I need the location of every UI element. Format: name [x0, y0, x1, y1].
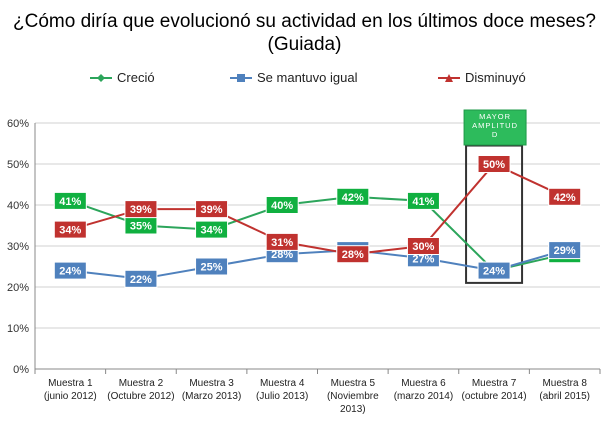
data-point-igual [477, 261, 511, 280]
data-point-crecio [53, 191, 87, 210]
chart-title-line1: ¿Cómo diría que evolucionó su actividad … [13, 11, 596, 32]
legend-marker-disminuyo [438, 73, 460, 82]
data-label-crecio: 41% [59, 196, 81, 208]
data-label-disminuyo: 42% [554, 192, 576, 204]
data-label-disminuyo: 28% [342, 249, 364, 261]
legend: Creció Se mantuvo igual Disminuyó [0, 70, 609, 90]
chart-title-line2: (Guiada) [267, 34, 342, 55]
data-point-disminuyo [53, 220, 87, 239]
annotation-text: MAYOR [479, 112, 511, 121]
x-tick-label: (marzo 2014) [394, 391, 453, 402]
data-label-crecio: 41% [412, 196, 434, 208]
x-tick-label: (octubre 2014) [462, 391, 527, 402]
x-tick-label: (Marzo 2013) [182, 391, 241, 402]
data-label-disminuyo: 50% [483, 159, 505, 171]
y-tick-label: 20% [7, 282, 29, 294]
data-label-disminuyo: 30% [412, 241, 434, 253]
x-tick-label: Muestra 8 [542, 378, 587, 389]
data-label-disminuyo: 39% [201, 204, 223, 216]
legend-marker-igual [230, 73, 252, 82]
annotation-badge [463, 109, 527, 146]
y-tick-label: 30% [7, 241, 29, 253]
data-label-igual: 24% [59, 266, 81, 278]
x-tick-label: Muestra 3 [189, 378, 234, 389]
data-label-igual: 24% [483, 266, 505, 278]
x-tick-label: (junio 2012) [44, 391, 97, 402]
y-tick-label: 60% [7, 118, 29, 130]
data-point-igual [53, 261, 87, 280]
data-point-crecio [265, 196, 299, 214]
data-point-disminuyo [406, 237, 440, 255]
data-label-igual: 27% [412, 253, 434, 265]
y-tick-label: 10% [7, 323, 29, 335]
data-point-crecio [195, 220, 229, 239]
chart-title: ¿Cómo diría que evolucionó su actividad … [0, 10, 609, 56]
data-label-igual: 25% [201, 262, 223, 274]
x-tick-label: (abril 2015) [539, 391, 590, 402]
data-label-crecio: 35% [130, 221, 152, 233]
x-tick-label: Muestra 2 [119, 378, 164, 389]
data-point-disminuyo [265, 232, 299, 251]
data-label-igual: 29% [554, 245, 576, 257]
legend-item-disminuyo: Disminuyó [438, 70, 526, 85]
x-tick-label: (Julio 2013) [256, 391, 308, 402]
data-point-igual [548, 241, 582, 260]
data-label-igual: 22% [130, 274, 152, 286]
legend-label-crecio: Creció [117, 70, 155, 85]
x-tick-label: 2013) [340, 404, 366, 415]
data-label-disminuyo: 34% [59, 225, 81, 237]
data-point-disminuyo [548, 187, 582, 206]
y-tick-label: 50% [7, 159, 29, 171]
data-label-crecio: 42% [342, 192, 364, 204]
highlight-box [465, 144, 524, 284]
legend-label-disminuyo: Disminuyó [465, 70, 526, 85]
legend-marker-crecio [90, 73, 112, 82]
data-point-disminuyo [336, 245, 370, 264]
y-tick-label: 40% [7, 200, 29, 212]
x-tick-label: (Octubre 2012) [107, 391, 174, 402]
data-point-crecio [336, 187, 370, 206]
x-tick-label: Muestra 7 [472, 378, 517, 389]
data-label-disminuyo: 31% [271, 237, 293, 249]
legend-item-igual: Se mantuvo igual [230, 70, 357, 85]
data-label-disminuyo: 39% [130, 204, 152, 216]
data-point-disminuyo [195, 200, 229, 219]
annotation-text: D [492, 130, 498, 139]
x-tick-label: Muestra 6 [401, 378, 446, 389]
legend-item-crecio: Creció [90, 70, 155, 85]
y-tick-label: 0% [13, 364, 29, 376]
annotation-text: AMPLITUD [472, 121, 518, 130]
data-label-igual: 28% [271, 249, 293, 261]
data-point-igual [195, 257, 229, 276]
legend-label-igual: Se mantuvo igual [257, 70, 358, 85]
x-tick-label: Muestra 4 [260, 378, 305, 389]
data-point-disminuyo [477, 155, 511, 173]
data-point-igual [124, 269, 158, 288]
data-label-crecio: 34% [201, 225, 223, 237]
data-label-crecio: 40% [271, 200, 293, 212]
x-tick-label: Muestra 1 [48, 378, 93, 389]
data-point-crecio [406, 191, 440, 210]
x-tick-label: (Noviembre [327, 391, 379, 402]
data-point-disminuyo [124, 200, 158, 219]
x-tick-label: Muestra 5 [331, 378, 376, 389]
